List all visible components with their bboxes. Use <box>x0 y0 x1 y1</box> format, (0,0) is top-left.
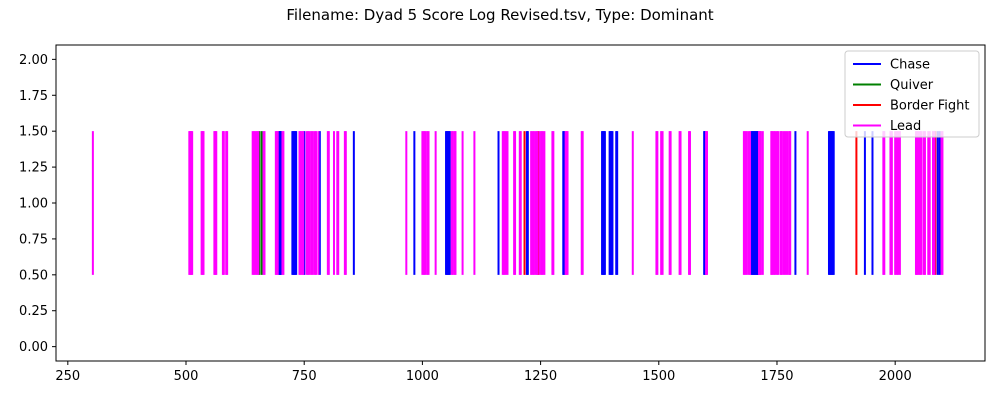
x-tick-label: 750 <box>292 369 317 384</box>
x-tick-label: 250 <box>55 369 80 384</box>
y-tick-label: 1.50 <box>19 125 48 140</box>
y-tick-label: 1.25 <box>19 161 48 176</box>
x-axis: 250 500 750 1000 1250 1500 1750 2000 <box>55 361 912 384</box>
chart-title: Filename: Dyad 5 Score Log Revised.tsv, … <box>286 6 713 24</box>
legend-label: Chase <box>890 58 930 73</box>
x-tick-label: 500 <box>174 369 199 384</box>
legend-box <box>844 50 980 138</box>
y-tick-label: 0.25 <box>19 304 48 319</box>
x-tick-label: 1500 <box>642 369 675 384</box>
x-tick-label: 1750 <box>760 369 793 384</box>
x-tick-label: 1250 <box>524 369 557 384</box>
x-tick-label: 2000 <box>879 369 912 384</box>
x-tick-label: 1000 <box>406 369 439 384</box>
legend-label: Quiver <box>890 78 934 93</box>
y-tick-label: 1.00 <box>19 197 48 212</box>
y-axis: 0.00 0.25 0.50 0.75 1.00 1.25 1.50 1.75 2.00 <box>19 53 56 355</box>
legend: Chase Quiver Border Fight Lead <box>844 50 980 138</box>
y-tick-label: 0.75 <box>19 232 48 247</box>
legend-label: Lead <box>890 119 921 134</box>
legend-label: Border Fight <box>890 99 969 114</box>
y-tick-label: 2.00 <box>19 53 48 68</box>
y-tick-label: 1.75 <box>19 89 48 104</box>
y-tick-label: 0.00 <box>19 340 48 355</box>
y-tick-label: 0.50 <box>19 268 48 283</box>
event-lines <box>91 131 944 275</box>
